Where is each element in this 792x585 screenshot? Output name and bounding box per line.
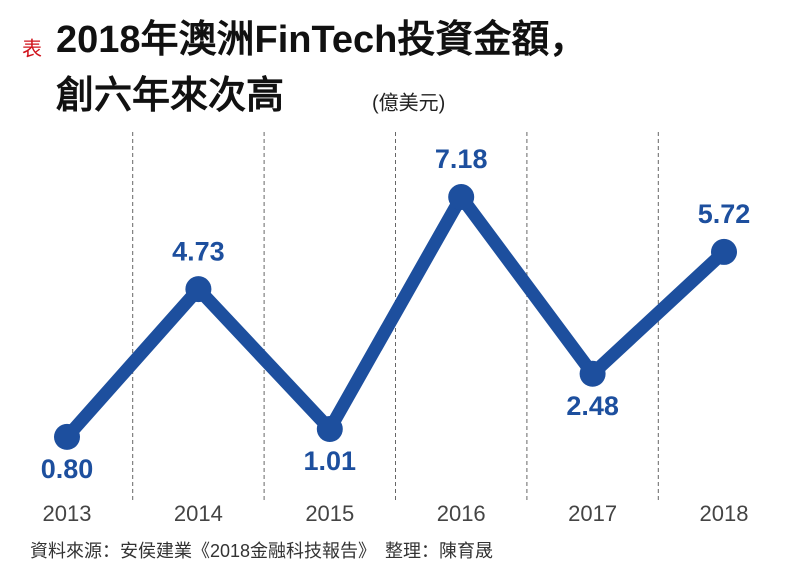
x-tick-label: 2014 (174, 501, 223, 526)
x-tick-label: 2013 (43, 501, 92, 526)
x-tick-label: 2017 (568, 501, 617, 526)
data-label: 1.01 (304, 446, 357, 476)
point (579, 360, 606, 387)
point (54, 423, 80, 450)
data-label: 0.80 (41, 454, 94, 484)
unit: (億美元) (372, 91, 445, 114)
source: 資料來源：安侯建業《2018金融科技報告》 整理：陳育晟 (30, 541, 493, 561)
point (185, 276, 212, 303)
data-label: 4.73 (172, 236, 225, 266)
x-tick-label: 2018 (700, 501, 749, 526)
x-tick-label: 2015 (305, 501, 354, 526)
chart-title: 創六年來次高 (56, 75, 284, 117)
data-label: 7.18 (435, 144, 488, 174)
data-label: 5.72 (698, 199, 751, 229)
point (316, 416, 343, 443)
point (448, 184, 475, 211)
x-tick-label: 2016 (437, 501, 486, 526)
title-prefix: 表 (22, 37, 42, 60)
data-label: 2.48 (566, 391, 619, 421)
point (711, 238, 737, 265)
line (62, 190, 729, 442)
chart-title: 2018年澳洲FinTech投資金額， (56, 18, 587, 61)
